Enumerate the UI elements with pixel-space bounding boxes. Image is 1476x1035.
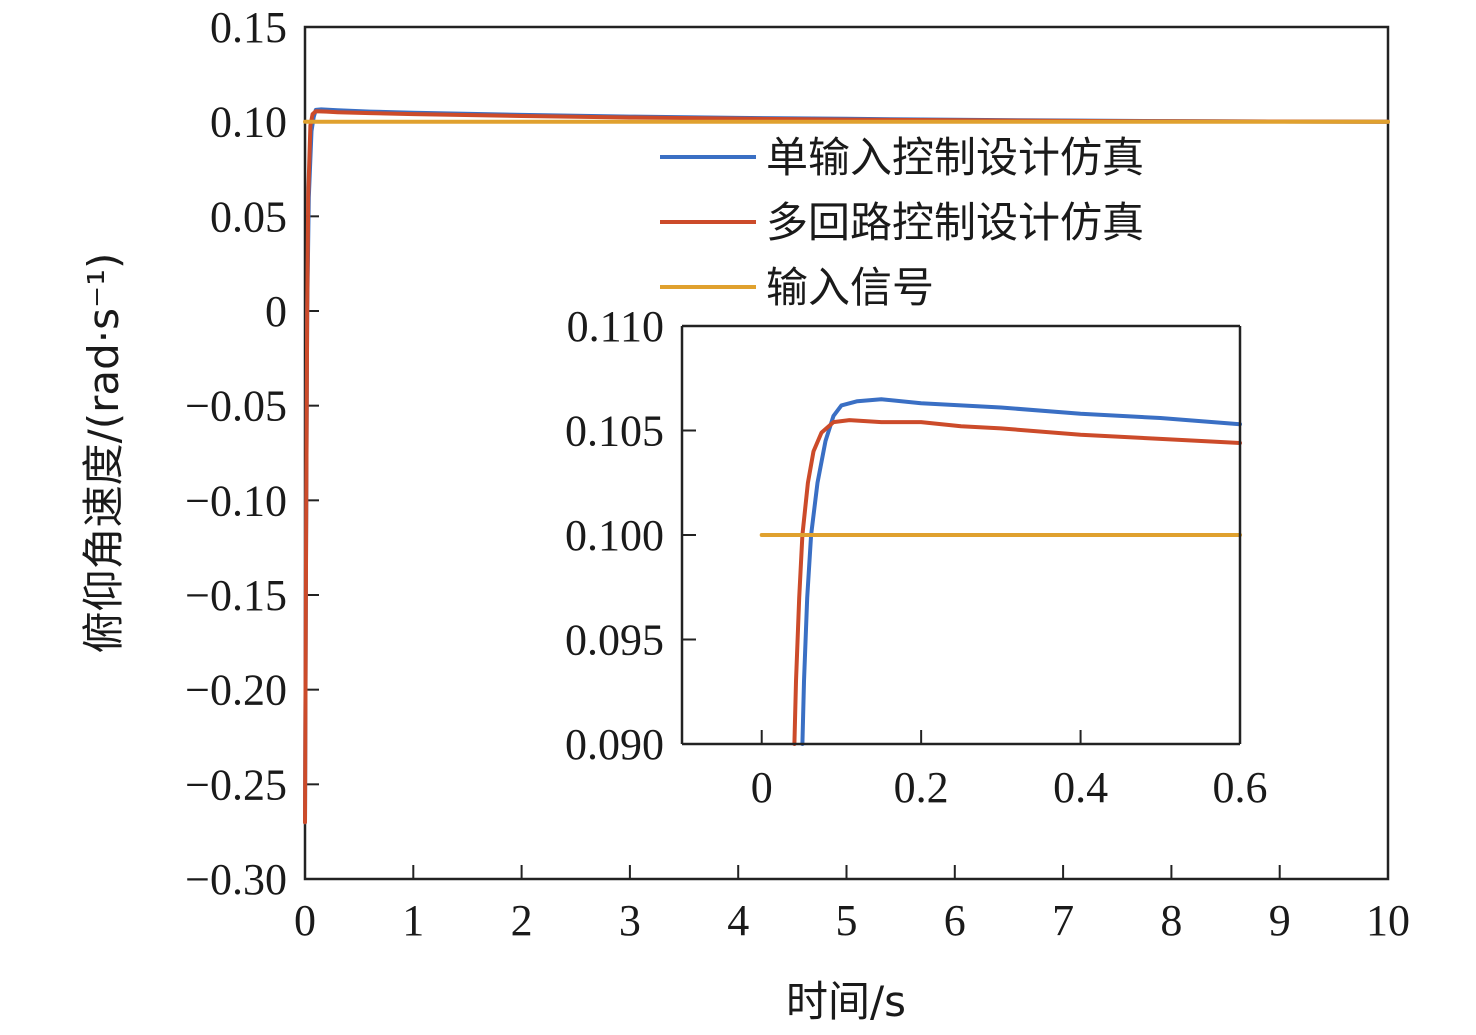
inset-plot: 0 0.2 0.4 0.6 0.110 0.105 0.100 0.095 0.090 bbox=[565, 302, 1268, 812]
legend-label-2: 多回路控制设计仿真 bbox=[766, 198, 1144, 247]
inset-series-lines bbox=[759, 397, 1242, 746]
main-x-tick-label: 9 bbox=[1269, 896, 1291, 945]
legend-label-3: 输入信号 bbox=[766, 263, 934, 312]
inset-y-axis-ticks: 0.110 0.105 0.100 0.095 0.090 bbox=[565, 302, 696, 769]
main-x-tick-label: 7 bbox=[1052, 896, 1074, 945]
main-x-tick-label: 1 bbox=[402, 896, 424, 945]
main-y-axis-ticks: 0.15 0.10 0.05 0 −0.05 −0.10 −0.15 −0.20 −0.25 −0… bbox=[185, 3, 319, 904]
inset-y-tick-label: 0.095 bbox=[565, 616, 664, 665]
inset-y-tick-label: 0.110 bbox=[567, 302, 664, 351]
inset-y-tick-label: 0.105 bbox=[565, 407, 664, 456]
legend-label-1: 单输入控制设计仿真 bbox=[766, 133, 1144, 182]
inset-y-tick-label: 0.090 bbox=[565, 720, 664, 769]
inset-series-line-1 bbox=[800, 397, 1242, 746]
main-x-tick-label: 3 bbox=[619, 896, 641, 945]
main-x-axis-ticks: 0 1 2 3 4 5 6 7 8 9 10 bbox=[294, 865, 1410, 945]
inset-x-tick-label: 0.2 bbox=[894, 763, 949, 812]
main-y-axis-label: 俯仰角速度/(rad·s⁻¹) bbox=[79, 253, 128, 654]
main-x-tick-label: 4 bbox=[727, 896, 749, 945]
main-x-tick-label: 0 bbox=[294, 896, 316, 945]
inset-series-line-2 bbox=[792, 418, 1242, 746]
main-y-tick-label: −0.25 bbox=[185, 760, 287, 809]
inset-x-axis-ticks: 0 0.2 0.4 0.6 bbox=[751, 730, 1268, 812]
main-y-tick-label: 0.15 bbox=[210, 3, 287, 52]
main-y-tick-label: −0.30 bbox=[185, 855, 287, 904]
main-y-tick-label: 0.10 bbox=[210, 98, 287, 147]
inset-y-tick-label: 0.100 bbox=[565, 511, 664, 560]
main-x-tick-label: 8 bbox=[1160, 896, 1182, 945]
main-x-tick-label: 10 bbox=[1366, 896, 1410, 945]
main-y-tick-label: −0.10 bbox=[185, 476, 287, 525]
main-y-tick-label: −0.20 bbox=[185, 666, 287, 715]
main-x-axis-label: 时间/s bbox=[786, 977, 906, 1026]
main-plot: 0 1 2 3 4 5 6 7 8 9 10 0.15 0.10 0.05 0 −0.05 −0.10 −0.1… bbox=[79, 3, 1410, 1026]
main-x-tick-label: 5 bbox=[836, 896, 858, 945]
inset-x-tick-label: 0 bbox=[751, 763, 773, 812]
inset-x-tick-label: 0.6 bbox=[1213, 763, 1268, 812]
main-series-lines bbox=[303, 107, 1390, 825]
main-x-tick-label: 6 bbox=[944, 896, 966, 945]
main-y-tick-label: −0.15 bbox=[185, 571, 287, 620]
main-y-tick-label: −0.05 bbox=[185, 382, 287, 431]
main-y-tick-label: 0 bbox=[265, 287, 287, 336]
main-x-tick-label: 2 bbox=[511, 896, 533, 945]
inset-x-tick-label: 0.4 bbox=[1053, 763, 1108, 812]
main-y-tick-label: 0.05 bbox=[210, 192, 287, 241]
